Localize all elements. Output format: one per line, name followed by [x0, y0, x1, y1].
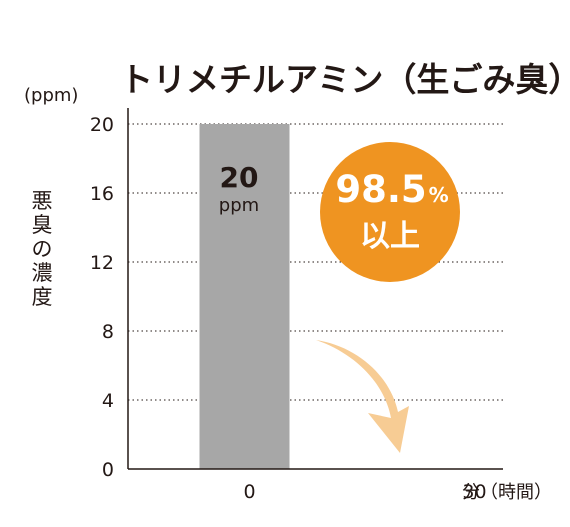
- y-tick-label: 4: [102, 390, 114, 412]
- y-tick-label: 12: [90, 252, 114, 274]
- y-axis-title-char: 悪: [32, 189, 53, 213]
- bar-value-unit: ppm: [219, 195, 259, 216]
- y-axis-title-char: 度: [32, 285, 53, 309]
- gridlines: [128, 123, 503, 401]
- y-axis-title-char: 濃: [32, 261, 53, 285]
- x-axis-title: 分（時間）: [462, 482, 552, 503]
- x-tick-label: 0: [243, 481, 255, 503]
- y-ticks: 0 4 8 12 16 20: [90, 114, 114, 481]
- y-axis-title-char: 臭: [32, 213, 53, 237]
- axes: [127, 108, 503, 470]
- bar-value-number: 20: [220, 161, 259, 194]
- bars: [199, 124, 290, 469]
- bar-0: [199, 124, 290, 469]
- y-tick-label: 0: [102, 459, 114, 481]
- y-tick-label: 20: [90, 114, 114, 136]
- badge-value: 98.5%: [335, 168, 448, 211]
- badge-text: 以上: [360, 219, 420, 254]
- x-tick-label: 30: [462, 481, 486, 503]
- bar-value-label: 20 ppm: [219, 161, 259, 216]
- badge-circle: [320, 142, 460, 282]
- chart-title: トリメチルアミン（生ごみ臭）: [120, 60, 570, 99]
- badge-number: 98.5: [335, 168, 426, 211]
- decrease-arrow-icon: [316, 340, 409, 453]
- badge-percent: %: [429, 183, 449, 207]
- reduction-badge: 98.5% 以上: [320, 142, 460, 282]
- y-unit-label: (ppm): [24, 85, 78, 106]
- y-tick-label: 8: [102, 321, 114, 343]
- x-ticks: 0 30: [243, 481, 486, 503]
- y-axis-title-char: の: [32, 237, 53, 261]
- y-tick-label: 16: [90, 183, 114, 205]
